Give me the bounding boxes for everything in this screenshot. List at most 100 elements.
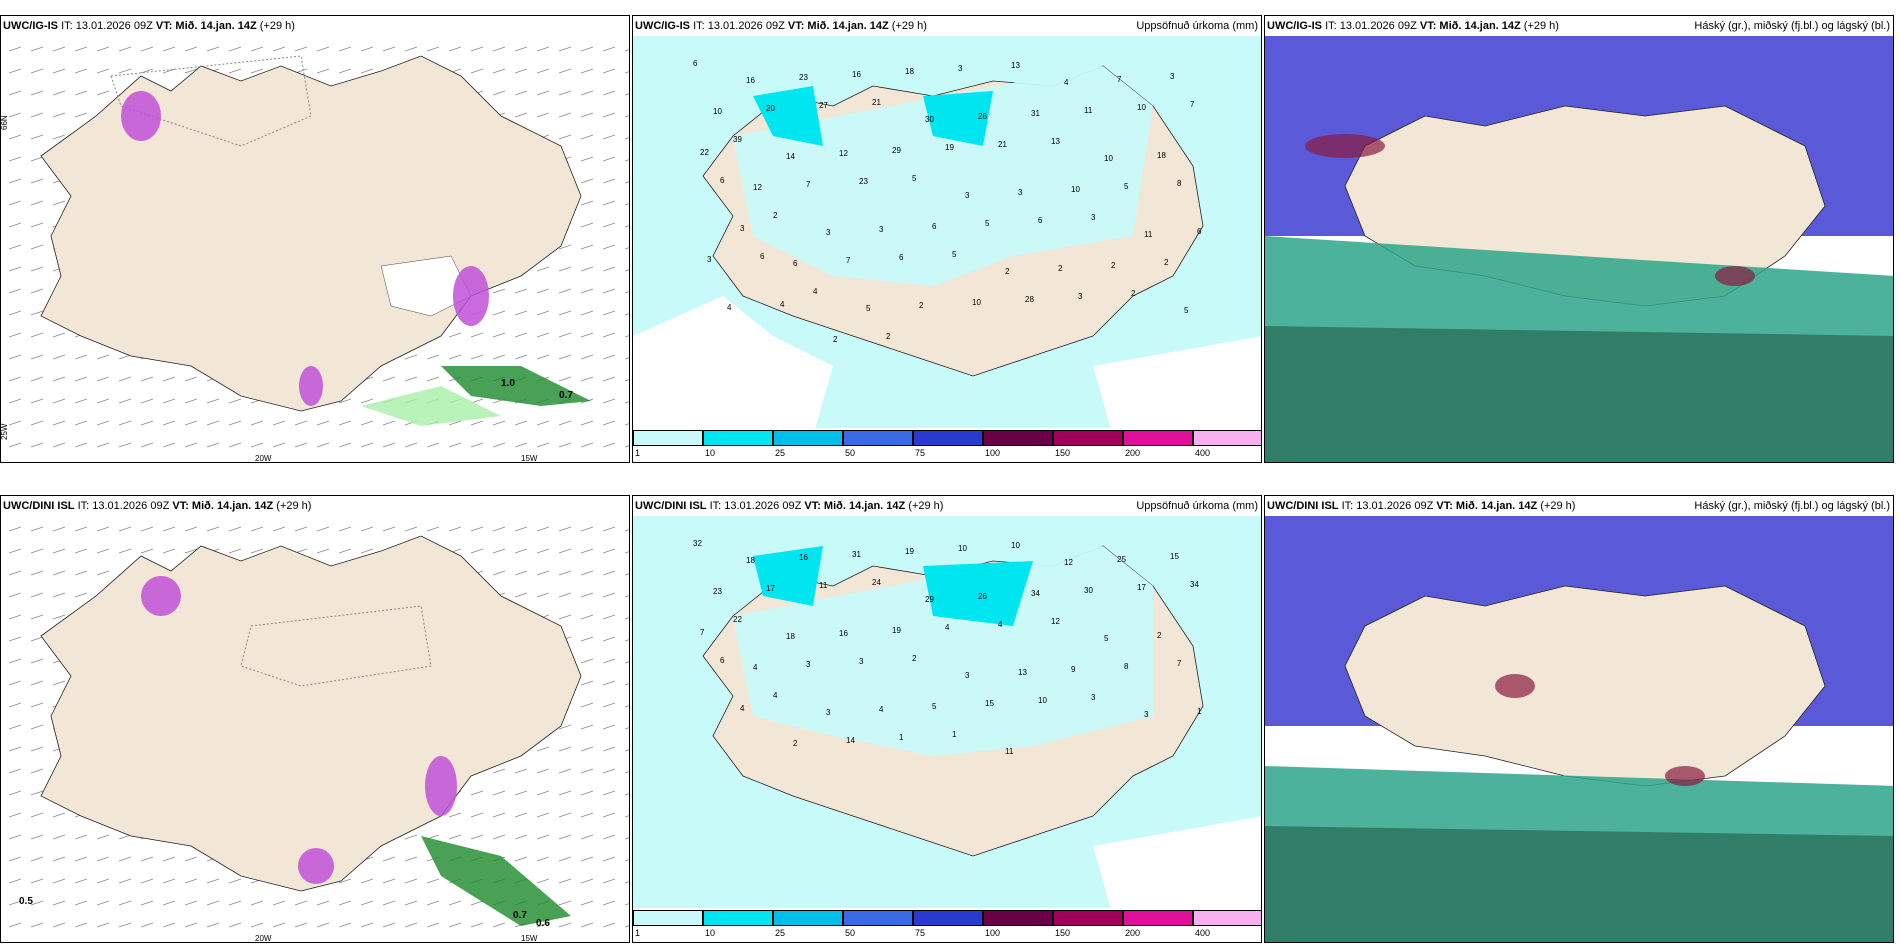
colorbar-swatch — [1123, 910, 1193, 926]
wind-barb — [140, 420, 154, 426]
precip-label: 3 — [1091, 693, 1096, 702]
wind-barb — [52, 46, 66, 52]
wind-barb — [602, 398, 616, 404]
green-precip-light — [361, 386, 501, 426]
wind-barb — [602, 724, 616, 730]
precip-label: 3 — [965, 671, 970, 680]
cloud-mid — [1715, 266, 1755, 286]
wind-barb — [514, 548, 528, 554]
wind-barb — [470, 812, 484, 818]
wind-barb — [272, 900, 286, 906]
wind-barb — [580, 244, 594, 250]
precip-label: 2 — [1131, 289, 1136, 298]
wind-barb — [492, 790, 506, 796]
precip-label: 10 — [1071, 185, 1080, 194]
wind-barb — [558, 288, 572, 294]
wind-barb — [162, 398, 176, 404]
wind-barb — [536, 266, 550, 272]
wind-barb — [536, 420, 550, 426]
wind-barb — [52, 812, 66, 818]
green-precip — [441, 366, 591, 406]
wind-barb — [580, 526, 594, 532]
wind-barb — [602, 790, 616, 796]
wind-barb — [162, 46, 176, 52]
precip-label: 21 — [998, 140, 1007, 149]
precip-label: 10 — [1011, 541, 1020, 550]
wind-barb — [184, 900, 198, 906]
precip-label: 11 — [1144, 230, 1153, 239]
precip-label: 24 — [872, 578, 881, 587]
model-name: UWC/IG-IS — [635, 20, 690, 32]
wind-barb — [492, 90, 506, 96]
precip-label: 13 — [1011, 61, 1020, 70]
wind-barb — [294, 526, 308, 532]
init-time: IT: 13.01.2026 09Z — [61, 20, 153, 32]
wind-barb — [514, 68, 528, 74]
wind-barb — [514, 420, 528, 426]
wind-barb — [338, 46, 352, 52]
precip-label: 22 — [700, 148, 709, 157]
precip-label: 2 — [1157, 631, 1162, 640]
wind-barb — [184, 922, 198, 928]
wind-barb — [316, 420, 330, 426]
wind-barb — [602, 90, 616, 96]
wind-barb — [580, 592, 594, 598]
wind-barb — [30, 112, 44, 118]
wind-barb — [52, 376, 66, 382]
wind-barb — [558, 244, 572, 250]
wind-barb — [602, 812, 616, 818]
wind-barb — [140, 526, 154, 532]
wind-barb — [52, 112, 66, 118]
wind-barb — [382, 878, 396, 884]
wind-barb — [580, 46, 594, 52]
wind-barb — [30, 442, 44, 448]
wind-barb — [580, 288, 594, 294]
panel-title: Uppsöfnuð úrkoma (mm) — [1136, 20, 1258, 32]
wind-barb — [250, 68, 264, 74]
colorbar-tick: 400 — [1195, 928, 1211, 938]
colorbar-tick: 75 — [915, 928, 926, 938]
wind-barb — [492, 548, 506, 554]
precip-label: 4 — [740, 704, 745, 713]
wind-barb — [492, 768, 506, 774]
wind-barb — [96, 354, 110, 360]
init-time: IT: 13.01.2026 09Z — [1341, 500, 1434, 512]
wind-barb — [140, 922, 154, 928]
wind-barb — [74, 420, 88, 426]
lon-label: 15W — [521, 934, 538, 943]
wind-barb — [8, 746, 22, 752]
wind-barb — [580, 856, 594, 862]
precip-label: 39 — [733, 135, 742, 144]
wind-barb — [52, 200, 66, 206]
precip-label: 14 — [786, 152, 795, 161]
wind-barb — [514, 112, 528, 118]
wind-barb — [52, 900, 66, 906]
wind-barb — [30, 592, 44, 598]
wind-barb — [624, 357, 629, 360]
wind-barb — [426, 354, 440, 360]
wind-barb — [514, 90, 528, 96]
wind-barb — [470, 332, 484, 338]
wind-barb — [470, 834, 484, 840]
wind-value: 0.7 — [559, 390, 573, 401]
colorbar-swatch — [773, 430, 843, 446]
wind-barb — [8, 376, 22, 382]
wind-barb — [30, 200, 44, 206]
wind-barb — [206, 526, 220, 532]
wind-barb — [52, 548, 66, 554]
wind-barb — [426, 526, 440, 532]
wind-barb — [624, 617, 629, 620]
panel-title: Háský (gr.), miðský (fj.bl.) og lágský (… — [1694, 500, 1890, 512]
precip-label: 31 — [852, 550, 861, 559]
wind-barb — [272, 526, 286, 532]
wind-barb — [30, 900, 44, 906]
wind-barb — [96, 570, 110, 576]
wind-barb — [624, 291, 629, 294]
wind-barb — [602, 332, 616, 338]
wind-barb — [96, 442, 110, 448]
wind-barb — [558, 922, 572, 928]
wind-barb — [360, 878, 374, 884]
wind-barb — [558, 332, 572, 338]
cloud-low-dark — [1265, 826, 1893, 942]
wind-barb — [206, 46, 220, 52]
